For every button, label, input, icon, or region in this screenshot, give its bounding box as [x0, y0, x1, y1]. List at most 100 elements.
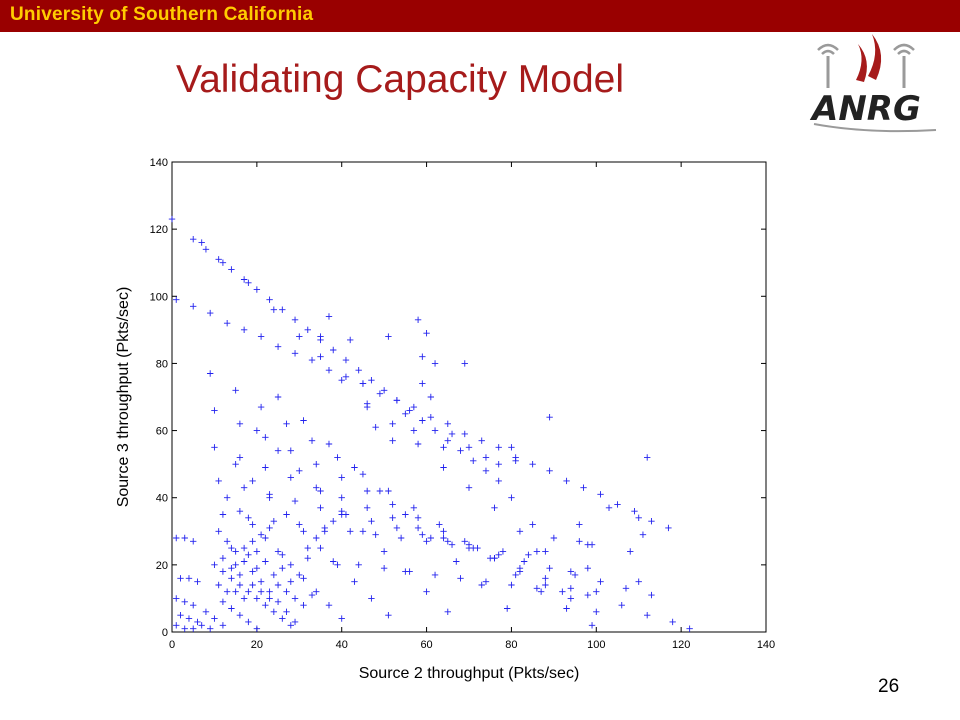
data-point: [635, 514, 642, 522]
data-point: [181, 598, 188, 605]
data-point: [529, 460, 536, 468]
data-point: [402, 568, 409, 575]
data-point: [423, 330, 430, 337]
data-point: [338, 615, 345, 622]
data-point: [338, 511, 345, 518]
data-point: [240, 544, 248, 552]
data-point: [300, 528, 307, 535]
y-tick-label: 40: [156, 493, 168, 505]
data-point: [461, 538, 468, 545]
data-point: [317, 504, 324, 511]
data-point: [266, 595, 273, 602]
data-point: [482, 578, 490, 585]
data-point: [419, 417, 426, 424]
data-point: [253, 595, 261, 602]
data-point: [215, 528, 222, 535]
data-point: [495, 551, 502, 558]
data-point: [495, 460, 502, 468]
data-point: [228, 565, 235, 572]
data-point: [249, 521, 256, 528]
data-point: [448, 541, 456, 548]
data-point: [533, 585, 541, 592]
x-tick-label: 120: [672, 639, 690, 651]
data-point: [240, 595, 248, 602]
data-point: [410, 504, 418, 511]
data-point: [393, 524, 401, 532]
data-point: [274, 548, 282, 555]
data-point: [249, 581, 256, 589]
data-point: [291, 497, 299, 505]
data-point: [410, 403, 418, 411]
data-point: [376, 487, 384, 495]
data-point: [414, 524, 422, 532]
x-tick-label: 40: [336, 639, 348, 651]
data-point: [376, 390, 384, 397]
data-point: [206, 625, 214, 632]
data-point: [618, 601, 625, 609]
data-point: [308, 356, 316, 364]
data-point: [363, 504, 371, 511]
data-point: [567, 585, 575, 592]
data-point: [457, 575, 464, 582]
data-point: [347, 336, 354, 344]
x-axis-label: Source 2 throughput (Pkts/sec): [359, 665, 580, 682]
data-point: [215, 256, 222, 263]
x-tick-label: 20: [251, 639, 263, 651]
data-point: [262, 464, 269, 471]
data-point: [304, 326, 311, 334]
data-point: [274, 343, 282, 350]
data-point: [270, 608, 278, 616]
data-point: [470, 457, 477, 464]
data-point: [257, 588, 265, 595]
data-point: [245, 551, 252, 558]
data-point: [419, 531, 426, 538]
data-point: [347, 528, 354, 535]
data-point: [194, 618, 201, 626]
data-point: [359, 471, 367, 478]
data-point: [542, 548, 549, 555]
data-point: [245, 279, 252, 287]
data-point: [363, 487, 371, 495]
data-point: [330, 346, 337, 354]
university-name: University of Southern California: [10, 4, 314, 25]
data-point: [317, 333, 324, 340]
data-point: [385, 333, 392, 340]
data-point: [584, 591, 591, 599]
data-point: [427, 534, 435, 542]
data-point: [537, 588, 545, 595]
data-point: [266, 588, 273, 595]
anrg-logo: ANRG: [808, 30, 940, 140]
data-point: [287, 561, 294, 569]
data-point: [330, 558, 337, 565]
data-point: [240, 558, 248, 565]
data-point: [393, 397, 401, 404]
data-point: [402, 511, 409, 518]
data-point: [206, 370, 214, 377]
data-point: [338, 474, 345, 481]
data-point: [274, 393, 282, 401]
data-point: [223, 538, 231, 545]
data-point: [559, 588, 566, 595]
data-point: [317, 544, 324, 552]
scatter-chart: 0 20 40 60 80 100 120 140 0 20 40 60 80 100 120 140 Sour…: [115, 157, 775, 682]
data-point: [491, 554, 498, 562]
data-point: [270, 571, 278, 579]
data-point: [533, 548, 541, 555]
data-point: [588, 622, 596, 629]
data-point: [317, 487, 324, 495]
data-point: [291, 350, 299, 357]
data-point: [240, 484, 248, 491]
data-point: [173, 296, 180, 303]
data-point: [211, 407, 218, 414]
data-point: [287, 474, 294, 481]
data-point: [215, 477, 222, 485]
x-tick-label: 140: [757, 639, 775, 651]
data-point: [219, 598, 227, 605]
data-point: [546, 565, 553, 572]
data-point: [185, 575, 193, 582]
data-point: [211, 615, 218, 622]
data-point: [368, 595, 375, 602]
data-point: [300, 575, 307, 582]
data-point: [173, 595, 180, 602]
data-point: [410, 427, 418, 434]
